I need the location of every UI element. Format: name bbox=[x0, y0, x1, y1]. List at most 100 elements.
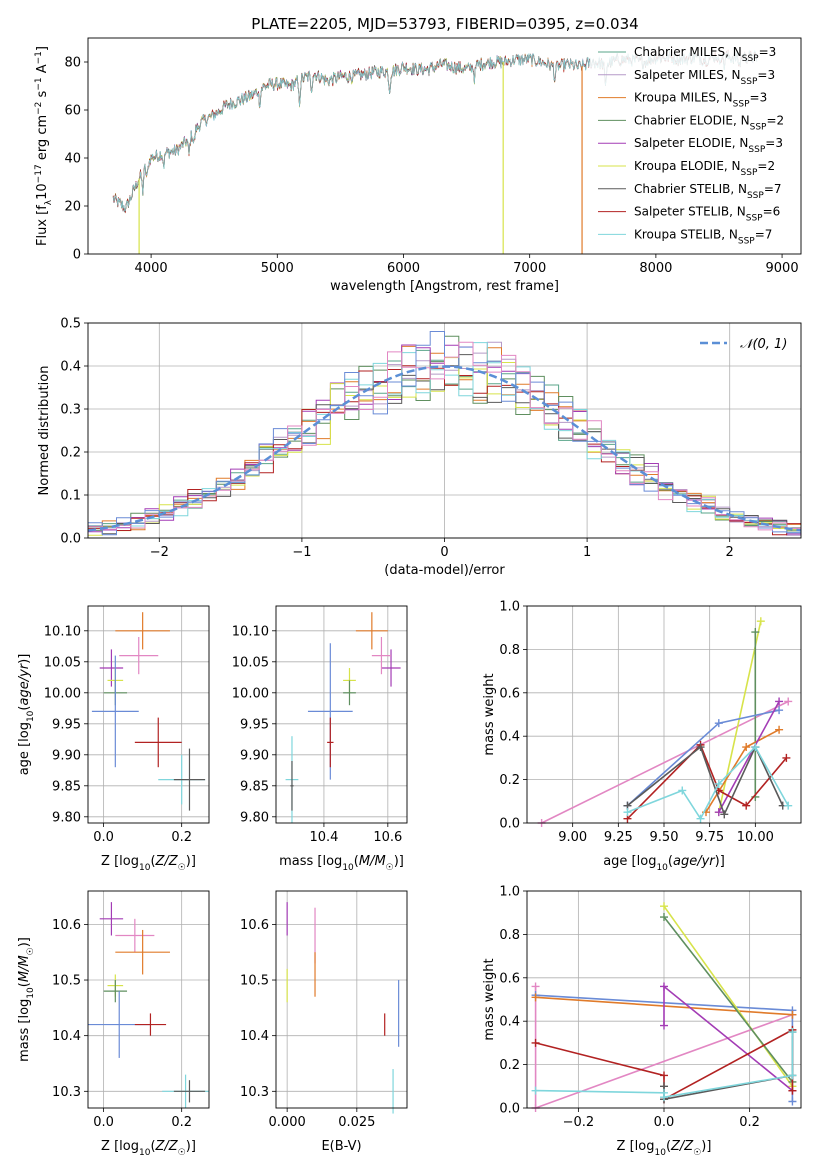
x-tick-label: 8000 bbox=[639, 261, 672, 276]
y-tick-label: 10.3 bbox=[240, 1085, 269, 1100]
y-tick-label: 0 bbox=[73, 248, 81, 263]
ticks: −0.2 0.0 0.2 0.0 0.2 0.4 0.6 0.8 1.0 bbox=[499, 885, 760, 1131]
y-tick-label: 0.6 bbox=[499, 971, 520, 986]
y-tick-label: 10.00 bbox=[44, 686, 81, 701]
ticks: 4000 5000 6000 7000 8000 9000 0 20 40 60 80 bbox=[64, 56, 798, 277]
axes-frame bbox=[87, 37, 802, 255]
weight-line bbox=[663, 984, 793, 1092]
errorbar-point bbox=[115, 612, 170, 650]
y-tick-label: 10.05 bbox=[232, 655, 269, 670]
weight-lines bbox=[537, 617, 793, 827]
y-tick-label: 0.4 bbox=[499, 1015, 520, 1030]
y-tick-label: 40 bbox=[64, 152, 81, 167]
y-tick-label: 10.4 bbox=[240, 1029, 269, 1044]
x-tick-label: 9.50 bbox=[650, 830, 679, 845]
weight-marker bbox=[751, 743, 760, 752]
errorbar-point bbox=[91, 655, 139, 768]
y-tick-label: 0.4 bbox=[499, 730, 520, 745]
x-tick-label: 0.0 bbox=[654, 1115, 675, 1130]
weight-marker bbox=[751, 628, 760, 637]
x-tick-label: 0.0 bbox=[93, 830, 114, 845]
x-axis-label: Z [log10(Z/Z☉)] bbox=[101, 1139, 196, 1158]
errorbar-point bbox=[115, 929, 170, 975]
y-tick-label: 10.5 bbox=[240, 974, 269, 989]
weight-marker bbox=[788, 1010, 797, 1019]
weight-marker bbox=[696, 814, 705, 823]
legend-entry: Chabrier MILES, NSSP=3 bbox=[634, 45, 776, 64]
spectrum-line-chabrier-elodie bbox=[112, 56, 505, 213]
spectrum-legend: Chabrier MILES, NSSP=3 Salpeter MILES, NS… bbox=[590, 44, 798, 250]
mass-vs-metallicity-panel: 0.0 0.2 10.3 10.4 10.5 10.6 Z [log10(Z/Z☉)] mas… bbox=[17, 890, 210, 1158]
legend-entry: Salpeter ELODIE, NSSP=3 bbox=[634, 136, 783, 155]
y-tick-label: 9.95 bbox=[240, 717, 269, 732]
weight-marker bbox=[756, 617, 765, 626]
histograms bbox=[88, 331, 801, 537]
y-tick-label: 20 bbox=[64, 200, 81, 215]
y-axis-label: mass [log10(M/M☉)] bbox=[17, 937, 36, 1062]
weight-marker bbox=[531, 993, 540, 1002]
legend-entry: Salpeter STELIB, NSSP=6 bbox=[634, 205, 780, 224]
weight-marker bbox=[660, 1021, 668, 1030]
errorbar-point bbox=[134, 1013, 167, 1036]
weight-marker bbox=[788, 1028, 797, 1037]
legend-entry: Kroupa MILES, NSSP=3 bbox=[634, 91, 767, 110]
spectrum-y-label: Flux [fλ10−17 erg cm−2 s−1 A−1] bbox=[34, 46, 54, 246]
residuals-y-label: Normed distribution bbox=[37, 366, 52, 496]
y-tick-label: 9.80 bbox=[240, 810, 269, 825]
y-tick-label: 0.0 bbox=[499, 1102, 520, 1117]
axes-frame bbox=[87, 890, 210, 1109]
errorbar-point bbox=[103, 980, 128, 1003]
errorbars bbox=[286, 902, 400, 1114]
weight-marker bbox=[623, 808, 632, 817]
x-axis-label: mass [log10(M/M☉)] bbox=[279, 854, 404, 873]
errorbar-point bbox=[355, 612, 388, 650]
weight-vs-age-panel: 9.00 9.25 9.50 9.75 10.00 0.0 0.2 0.4 0.6 0.8 1.0 a… bbox=[482, 600, 802, 873]
y-tick-label: 9.90 bbox=[52, 748, 81, 763]
y-tick-label: 10.10 bbox=[232, 624, 269, 639]
y-tick-label: 80 bbox=[64, 56, 81, 71]
x-axis-label: Z [log10(Z/Z☉)] bbox=[617, 1139, 712, 1158]
y-axis-label: age [log10(age/yr)] bbox=[17, 654, 36, 776]
y-tick-label: 10.6 bbox=[240, 918, 269, 933]
x-tick-label: 9000 bbox=[766, 261, 799, 276]
y-tick-label: 1.0 bbox=[499, 600, 520, 615]
y-tick-label: 10.00 bbox=[232, 686, 269, 701]
y-tick-label: 0.0 bbox=[499, 817, 520, 832]
legend-entry: Kroupa STELIB, NSSP=7 bbox=[634, 227, 772, 246]
y-tick-label: 9.85 bbox=[240, 779, 269, 794]
x-axis-label: Z [log10(Z/Z☉)] bbox=[101, 854, 196, 873]
y-tick-label: 0.8 bbox=[499, 928, 520, 943]
weight-marker bbox=[775, 697, 784, 706]
errorbar-point bbox=[99, 902, 124, 936]
x-tick-label: 1 bbox=[583, 545, 591, 560]
errorbar-point bbox=[290, 761, 294, 811]
x-tick-label: 0.0 bbox=[93, 1115, 114, 1130]
errorbar-point bbox=[134, 717, 182, 768]
y-tick-label: 0.5 bbox=[60, 317, 81, 332]
errorbar-point bbox=[119, 637, 159, 675]
errorbar-point bbox=[327, 717, 334, 768]
axes-frame bbox=[87, 322, 802, 539]
weight-marker bbox=[720, 810, 729, 819]
y-tick-label: 0.2 bbox=[60, 446, 81, 461]
weight-marker bbox=[784, 697, 793, 706]
weight-marker bbox=[660, 1071, 668, 1080]
weight-marker bbox=[788, 1086, 797, 1095]
errorbar-point bbox=[173, 748, 206, 811]
spectrum-line-kroupa-elodie bbox=[112, 56, 505, 212]
weight-line bbox=[663, 905, 794, 1087]
x-axis-label: age [log10(age/yr)] bbox=[603, 854, 725, 873]
y-tick-label: 60 bbox=[64, 104, 81, 119]
x-tick-label: 0.000 bbox=[269, 1115, 306, 1130]
x-tick-label: 6000 bbox=[387, 261, 420, 276]
x-tick-label: 0.2 bbox=[739, 1115, 760, 1130]
ticks: −2 −1 0 1 2 0.0 0.1 0.2 0.3 0.4 0.5 bbox=[60, 317, 734, 561]
ticks: 0.000 0.025 10.3 10.4 10.5 10.6 bbox=[240, 918, 375, 1130]
y-tick-label: 0.8 bbox=[499, 643, 520, 658]
y-axis-label: mass weight bbox=[482, 673, 497, 755]
mass-vs-ebv-panel: 0.000 0.025 10.3 10.4 10.5 10.6 E(B-V) bbox=[240, 890, 408, 1154]
x-tick-label: −2 bbox=[150, 545, 169, 560]
axes-frame bbox=[275, 605, 408, 824]
weight-marker bbox=[742, 801, 751, 810]
